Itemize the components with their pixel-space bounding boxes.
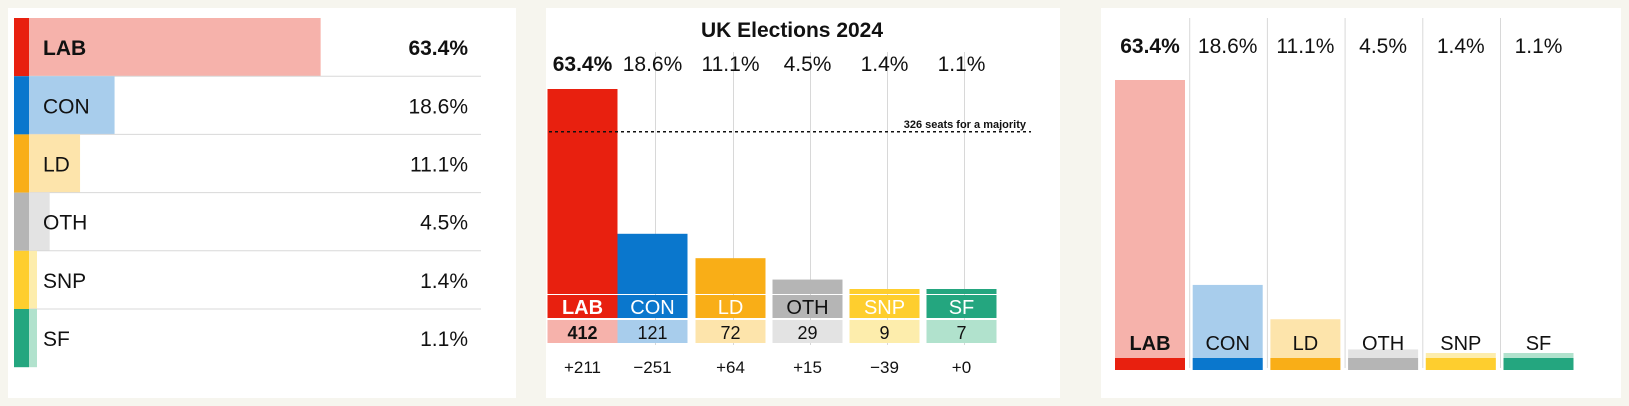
seat-count-snp: 9 bbox=[879, 323, 889, 343]
share-bar-chart-horizontal-svg: LAB 63.4% CON 18.6% LD 11.1% OTH 4.5% SNP 1.4% SF 1… bbox=[14, 18, 481, 368]
bar-sf bbox=[29, 309, 37, 368]
bar-base-ld bbox=[1270, 358, 1341, 370]
party-label-sf: SF bbox=[949, 297, 975, 319]
category-label-oth: OTH bbox=[43, 212, 87, 235]
category-label-lab: LAB bbox=[1129, 333, 1170, 355]
bar-swatch-con bbox=[14, 76, 29, 135]
value-label-ld: 11.1% bbox=[1276, 35, 1334, 58]
value-label-sf: 1.1% bbox=[1515, 35, 1563, 58]
seat-count-box-snp bbox=[849, 320, 920, 343]
bar-swatch-sf bbox=[14, 309, 29, 368]
seat-count-oth: 29 bbox=[797, 323, 817, 343]
party-label-oth: OTH bbox=[786, 297, 828, 319]
bar-swatch-oth bbox=[14, 192, 29, 251]
seat-count-sf: 7 bbox=[956, 323, 966, 343]
seats-bar-chart-svg: UK Elections 2024 63.4% LAB 412 +211 18.6% CON… bbox=[547, 19, 1031, 377]
party-label-snp: SNP bbox=[864, 297, 905, 319]
value-label-sf: 1.1% bbox=[420, 328, 468, 351]
bar-con bbox=[29, 76, 115, 135]
party-label-ld: LD bbox=[718, 297, 744, 319]
seat-change-sf: +0 bbox=[952, 358, 971, 377]
bar-snp bbox=[29, 250, 37, 309]
bar-base-lab bbox=[1115, 358, 1185, 370]
category-label-snp: SNP bbox=[43, 270, 86, 293]
seat-change-con: −251 bbox=[633, 358, 671, 377]
seat-count-box-con bbox=[617, 320, 688, 343]
value-label-oth: 4.5% bbox=[420, 212, 468, 235]
seat-change-oth: +15 bbox=[793, 358, 822, 377]
chart-title: UK Elections 2024 bbox=[701, 19, 883, 42]
party-label-lab: LAB bbox=[562, 297, 603, 319]
seat-change-lab: +211 bbox=[564, 358, 601, 377]
bar-base-snp bbox=[1425, 358, 1496, 370]
seat-count-box-lab bbox=[547, 320, 618, 343]
share-bar-chart-horizontal: LAB 63.4% CON 18.6% LD 11.1% OTH 4.5% SNP 1.4% SF 1… bbox=[8, 8, 516, 398]
category-label-con: CON bbox=[43, 95, 90, 118]
bar-lab bbox=[1115, 80, 1185, 370]
share-label-ld: 11.1% bbox=[702, 53, 760, 76]
bar-oth bbox=[29, 192, 50, 251]
seat-change-snp: −39 bbox=[870, 358, 899, 377]
bar-base-con bbox=[1192, 358, 1263, 370]
seat-count-box-oth bbox=[772, 320, 843, 343]
seat-count-box-ld bbox=[695, 320, 766, 343]
bar-sf bbox=[926, 289, 997, 294]
value-label-lab: 63.4% bbox=[408, 37, 468, 60]
party-label-box-lab bbox=[547, 295, 618, 318]
value-label-ld: 11.1% bbox=[410, 154, 468, 177]
bar-lab bbox=[547, 89, 618, 294]
party-label-box-ld bbox=[695, 295, 766, 318]
seat-count-ld: 72 bbox=[720, 323, 740, 343]
seat-count-lab: 412 bbox=[567, 323, 597, 343]
value-label-oth: 4.5% bbox=[1359, 35, 1407, 58]
bar-con bbox=[617, 233, 688, 294]
seat-change-ld: +64 bbox=[716, 358, 745, 377]
category-label-sf: SF bbox=[1526, 333, 1552, 355]
bar-base-oth bbox=[1348, 358, 1419, 370]
share-bar-chart-vertical: 63.4% LAB 18.6% CON 11.1% LD 4.5% OTH 1.4% SNP 1.1… bbox=[1101, 8, 1621, 398]
bar-base-sf bbox=[1503, 358, 1574, 370]
share-bar-chart-vertical-svg: 63.4% LAB 18.6% CON 11.1% LD 4.5% OTH 1.4% SNP 1.1… bbox=[1115, 18, 1574, 370]
party-label-box-snp bbox=[849, 295, 920, 318]
party-label-box-oth bbox=[772, 295, 843, 318]
party-label-box-sf bbox=[926, 295, 997, 318]
bar-ld bbox=[29, 134, 81, 193]
bar-snp bbox=[849, 289, 920, 294]
bar-lab bbox=[29, 18, 321, 77]
seat-count-box-sf bbox=[926, 320, 997, 343]
bar-swatch-ld bbox=[14, 134, 29, 193]
share-label-lab: 63.4% bbox=[553, 53, 613, 76]
bar-swatch-snp bbox=[14, 250, 29, 309]
share-label-oth: 4.5% bbox=[784, 53, 832, 76]
value-label-con: 18.6% bbox=[408, 95, 468, 118]
share-label-sf: 1.1% bbox=[938, 53, 986, 76]
bar-con bbox=[1192, 284, 1263, 370]
majority-label: 326 seats for a majority bbox=[904, 119, 1027, 131]
category-label-lab: LAB bbox=[43, 37, 86, 60]
category-label-snp: SNP bbox=[1440, 333, 1481, 355]
category-label-ld: LD bbox=[1293, 333, 1319, 355]
category-label-con: CON bbox=[1205, 333, 1249, 355]
value-label-snp: 1.4% bbox=[1437, 35, 1485, 58]
party-label-con: CON bbox=[630, 297, 674, 319]
value-label-lab: 63.4% bbox=[1120, 35, 1180, 58]
bar-ld bbox=[695, 258, 766, 294]
seats-bar-chart: UK Elections 2024 63.4% LAB 412 +211 18.6% CON… bbox=[546, 8, 1060, 398]
category-label-sf: SF bbox=[43, 328, 70, 351]
bar-oth bbox=[772, 279, 843, 294]
value-label-snp: 1.4% bbox=[420, 270, 468, 293]
bar-swatch-lab bbox=[14, 18, 29, 77]
party-label-box-con bbox=[617, 295, 688, 318]
share-label-snp: 1.4% bbox=[861, 53, 909, 76]
share-label-con: 18.6% bbox=[623, 53, 683, 76]
value-label-con: 18.6% bbox=[1198, 35, 1258, 58]
seat-count-con: 121 bbox=[637, 323, 667, 343]
category-label-oth: OTH bbox=[1362, 333, 1404, 355]
category-label-ld: LD bbox=[43, 154, 70, 177]
